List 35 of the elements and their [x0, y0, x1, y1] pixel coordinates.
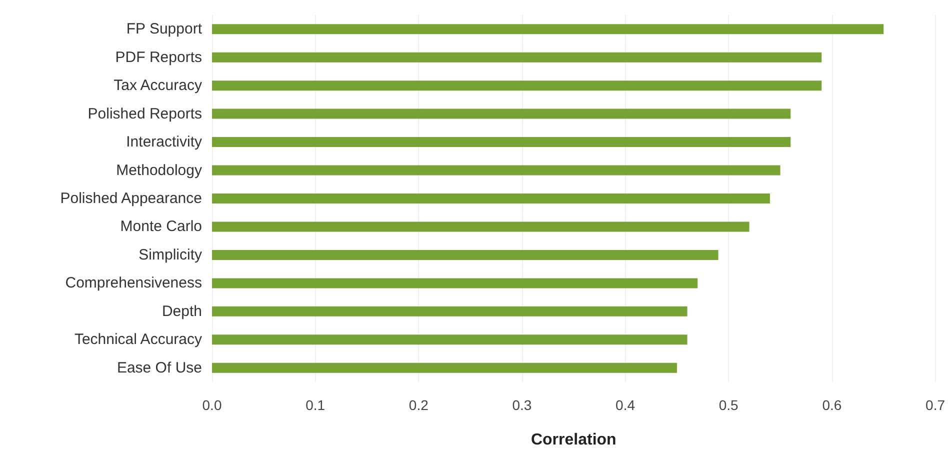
- y-tick-label: Simplicity: [138, 246, 202, 264]
- y-tick-label: Polished Reports: [88, 105, 202, 122]
- y-tick-label: PDF Reports: [115, 48, 202, 66]
- bar: [212, 362, 677, 373]
- y-tick-label: Methodology: [116, 162, 202, 179]
- x-tick-label: 0.6: [822, 397, 842, 413]
- bar: [212, 165, 780, 176]
- y-tick-label: Interactivity: [126, 134, 202, 151]
- bar: [212, 278, 698, 288]
- x-tick-label: 0.3: [512, 397, 532, 413]
- bar: [212, 24, 884, 34]
- y-tick-label: Ease Of Use: [116, 359, 202, 376]
- x-axis-title: Correlation: [530, 432, 616, 448]
- y-tick-label: Monte Carlo: [120, 218, 202, 236]
- bar: [212, 250, 718, 260]
- bar: [212, 222, 750, 232]
- x-tick-label: 0.7: [926, 397, 946, 413]
- bar: [212, 52, 822, 62]
- y-tick-label: FP Support: [126, 20, 203, 38]
- bar: [212, 194, 770, 204]
- y-tick-label: Polished Appearance: [60, 190, 202, 207]
- x-tick-label: 0.5: [718, 397, 739, 413]
- bar: [212, 108, 791, 119]
- x-tick-label: 0.4: [616, 397, 636, 413]
- y-tick-label: Comprehensiveness: [65, 274, 202, 292]
- y-tick-label: Technical Accuracy: [74, 331, 202, 348]
- y-tick-label: Depth: [162, 302, 202, 320]
- bar: [212, 334, 688, 345]
- bar: [212, 80, 822, 91]
- x-tick-label: 0.0: [202, 397, 222, 413]
- bar: [212, 306, 688, 316]
- bar: [212, 137, 791, 148]
- y-tick-label: Tax Accuracy: [114, 77, 202, 94]
- x-tick-label: 0.1: [306, 397, 326, 413]
- x-tick-label: 0.2: [408, 397, 429, 413]
